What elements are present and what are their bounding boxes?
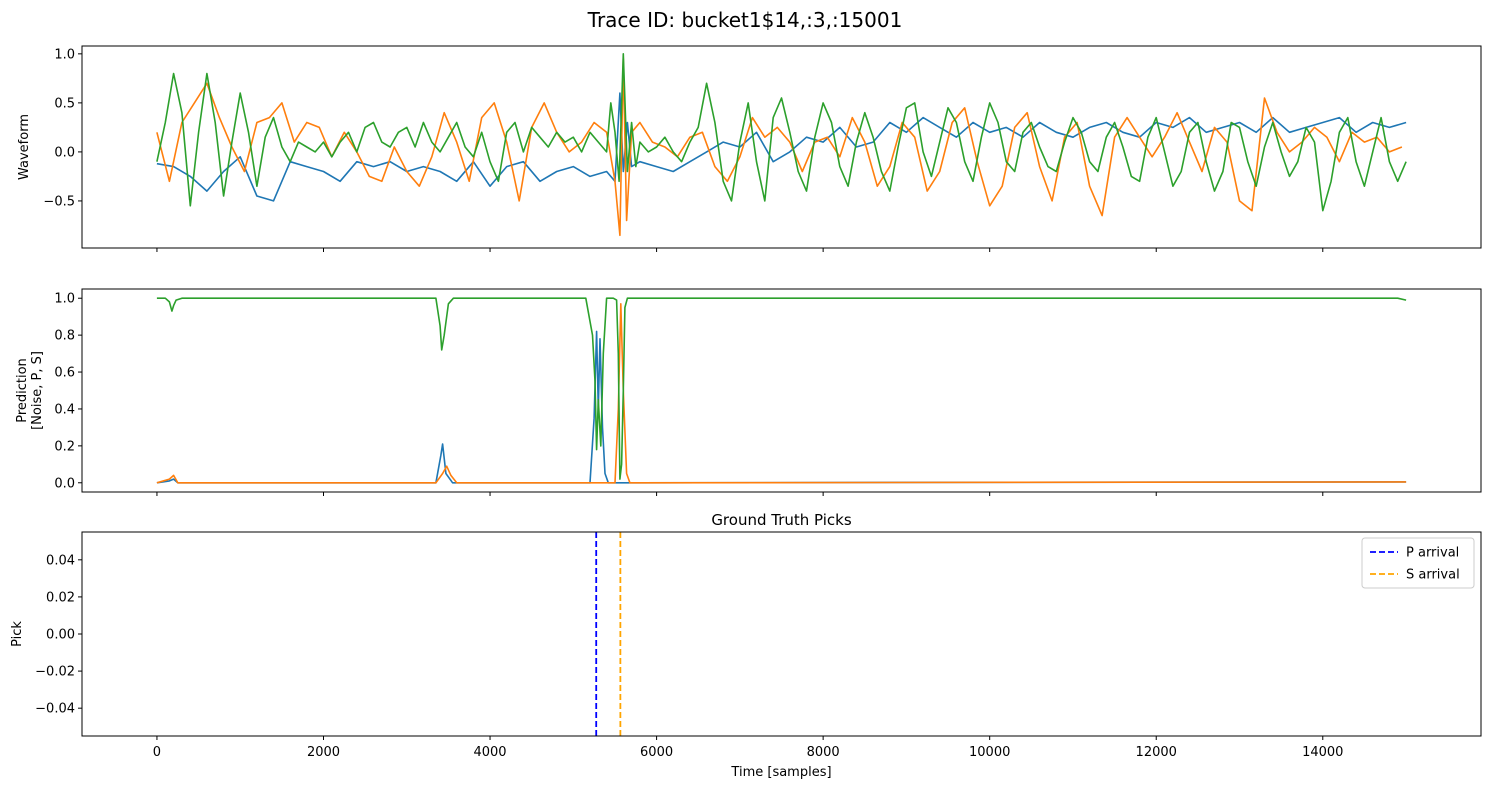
axes-title: Ground Truth Picks [711, 511, 852, 529]
y-axis-label: Pick [10, 621, 25, 647]
waveform-panel: −0.5 0.0 0.5 1.0 Waveform [17, 45, 1482, 252]
x-tick-label: 0 [153, 745, 161, 760]
y-tick-label: −0.04 [35, 702, 75, 717]
y-tick-label: 1.0 [54, 292, 75, 307]
y-tick-label: 0.00 [46, 628, 75, 643]
x-tick-label: 12000 [1136, 745, 1177, 760]
y-tick-label: 0.0 [54, 476, 75, 491]
y-tick-label: −0.5 [43, 194, 75, 209]
series-line-2 [156, 52, 1407, 212]
legend-label: P arrival [1406, 546, 1459, 561]
y-tick-label: 0.8 [54, 329, 75, 344]
x-tick-label: 8000 [807, 745, 840, 760]
x-tick-label: 14000 [1302, 745, 1343, 760]
x-tick-label: 10000 [969, 745, 1010, 760]
prediction-panel: 0.0 0.2 0.4 0.6 0.8 1.0 Prediction [Noise, P, S… [15, 288, 1482, 496]
legend-label: S arrival [1406, 568, 1460, 583]
y-axis-label: Prediction [15, 358, 30, 423]
y-tick-label: 0.0 [54, 145, 75, 160]
legend: P arrival S arrival [1361, 537, 1475, 589]
axes-frame [81, 531, 1482, 737]
y-tick-label: 1.0 [54, 47, 75, 62]
figure-title: Trace ID: bucket1$14,:3,:15001 [587, 8, 903, 32]
y-tick-label: 0.02 [46, 590, 75, 605]
axes-frame [81, 288, 1482, 493]
x-tick-label: 2000 [307, 745, 340, 760]
ground-truth-picks-panel: −0.04 −0.02 0.00 0.02 0.04 0 2000 4000 6000 8000 1… [10, 511, 1482, 780]
y-tick-label: 0.4 [54, 402, 75, 417]
y-tick-label: 0.6 [54, 366, 75, 381]
y-tick-label: 0.5 [54, 96, 75, 111]
x-tick-label: 6000 [640, 745, 673, 760]
series-line-0 [156, 330, 1407, 484]
series-line-1 [156, 57, 1403, 237]
x-tick-label: 4000 [473, 745, 506, 760]
y-tick-label: 0.04 [46, 553, 75, 568]
y-axis-label: [Noise, P, S] [30, 351, 45, 430]
x-axis-label: Time [samples] [730, 765, 831, 780]
series-line-2 [156, 297, 1407, 480]
legend-box [1361, 537, 1475, 589]
y-axis-label: Waveform [17, 114, 32, 180]
y-tick-label: −0.02 [35, 665, 75, 680]
y-tick-label: 0.2 [54, 439, 75, 454]
axes-frame [81, 45, 1482, 249]
series-line-1 [156, 302, 1407, 484]
series-line-0 [156, 92, 1407, 202]
